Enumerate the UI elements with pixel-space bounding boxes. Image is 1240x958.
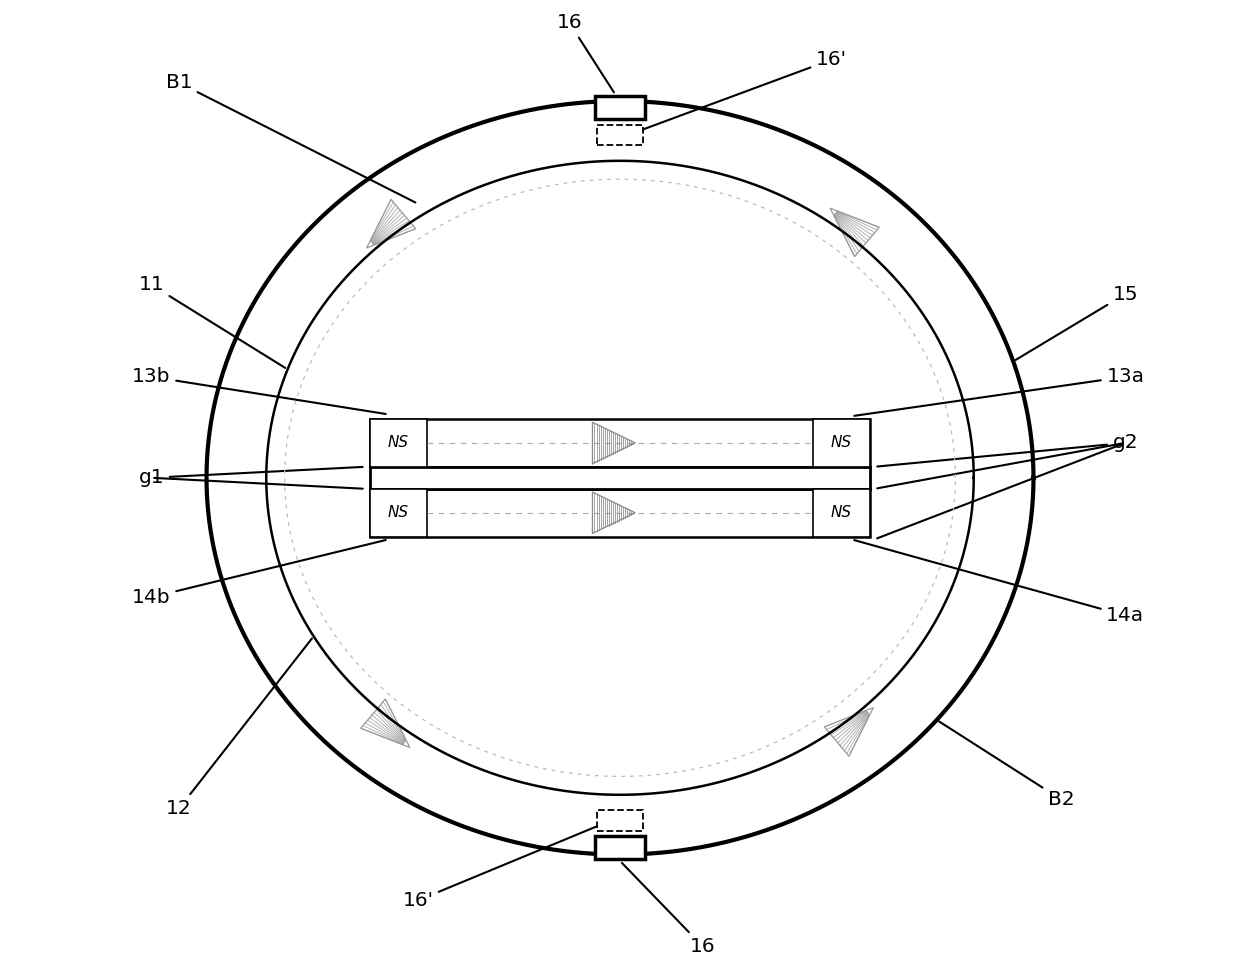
Polygon shape [596, 125, 644, 146]
Text: 16': 16' [642, 50, 847, 129]
Polygon shape [813, 489, 870, 536]
Text: 12: 12 [166, 638, 312, 818]
Polygon shape [595, 97, 645, 120]
Text: 16: 16 [622, 863, 715, 956]
Polygon shape [813, 419, 870, 467]
Text: NS: NS [388, 435, 409, 450]
Polygon shape [370, 489, 427, 536]
Polygon shape [370, 419, 427, 467]
Text: NS: NS [831, 505, 852, 520]
Text: 11: 11 [139, 275, 285, 368]
Text: 16': 16' [402, 826, 598, 910]
Text: 13b: 13b [133, 367, 386, 414]
Polygon shape [370, 419, 870, 467]
Text: 14a: 14a [854, 540, 1145, 626]
Polygon shape [596, 810, 644, 831]
Text: B1: B1 [166, 73, 415, 202]
Polygon shape [595, 836, 645, 859]
Text: B2: B2 [939, 721, 1074, 809]
Text: 13a: 13a [854, 367, 1145, 416]
Text: NS: NS [388, 505, 409, 520]
Text: g1: g1 [139, 467, 363, 488]
Polygon shape [370, 489, 870, 536]
Text: NS: NS [831, 435, 852, 450]
Text: g2: g2 [877, 433, 1138, 467]
Polygon shape [370, 467, 870, 489]
Text: 14b: 14b [133, 540, 386, 606]
Text: 15: 15 [1016, 285, 1138, 360]
Text: 16: 16 [557, 13, 614, 92]
